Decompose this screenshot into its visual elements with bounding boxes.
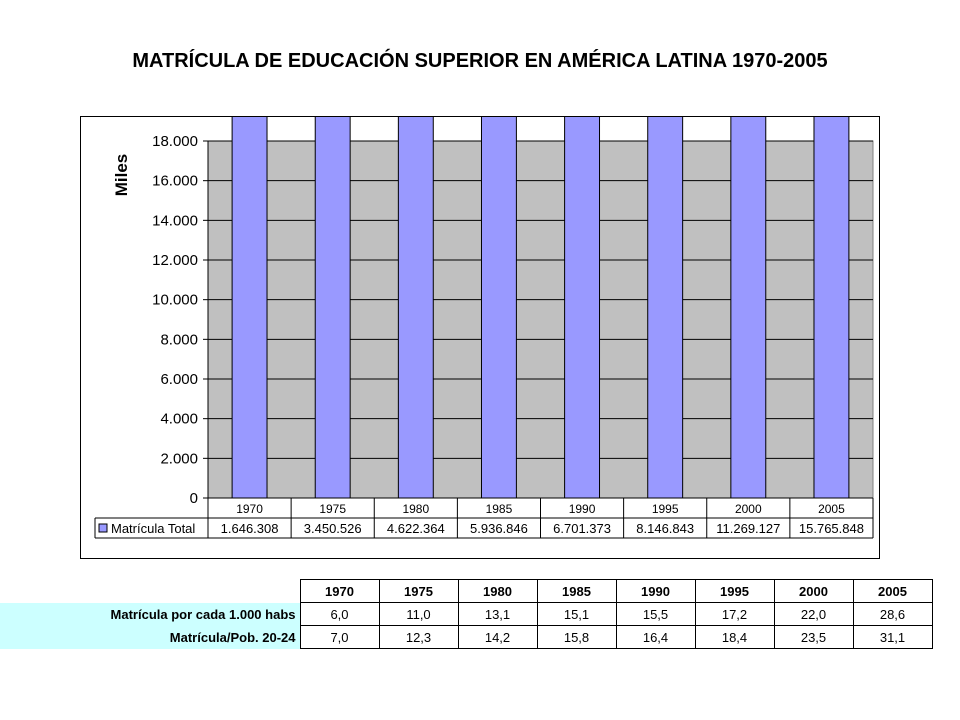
table-cell: 16,4	[615, 625, 696, 649]
data-label: 15.765.848	[799, 521, 864, 536]
legend-key	[98, 523, 108, 533]
table-cell: 11,0	[378, 602, 459, 626]
bar	[730, 0, 767, 499]
data-label: 6.701.373	[553, 521, 611, 536]
table-cell: 7,0	[299, 625, 380, 649]
table-header-row: 1970 1975 1980 1985 1990 1995 2000 2005	[0, 579, 933, 603]
data-label: 1.646.308	[221, 521, 279, 536]
table-row: Matrícula por cada 1.000 habs 6,0 11,0 1…	[0, 602, 933, 626]
table-header-cell: 1980	[457, 579, 538, 603]
data-label: 5.936.846	[470, 521, 528, 536]
x-tick-label: 1980	[402, 502, 429, 516]
table-header-cell: 1995	[694, 579, 775, 603]
y-tick-label: 6.000	[160, 371, 198, 388]
chart-container: 0 2.000 4.000 6.000 8.000 10.000 12.000 14.000 1…	[80, 0, 880, 559]
data-label: 3.450.526	[304, 521, 362, 536]
page-title: MATRÍCULA DE EDUCACIÓN SUPERIOR EN AMÉRI…	[132, 50, 828, 72]
table-row-label: Matrícula por cada 1.000 habs	[0, 602, 300, 626]
table-cell: 12,3	[378, 625, 459, 649]
bar	[813, 0, 850, 499]
table-header-cell: 2005	[852, 579, 933, 603]
bar-chart: 0 2.000 4.000 6.000 8.000 10.000 12.000 14.000 1…	[94, 0, 874, 539]
table-row: Matrícula/Pob. 20-24 7,0 12,3 14,2 15,8 …	[0, 625, 933, 649]
table-cell: 23,5	[773, 625, 854, 649]
table-cell: 14,2	[457, 625, 538, 649]
bar	[231, 0, 268, 499]
y-tick-label: 10.000	[152, 292, 198, 309]
data-label: 4.622.364	[387, 521, 445, 536]
bar	[397, 0, 434, 499]
plot-area	[207, 140, 874, 499]
table-header-cell: 1990	[615, 579, 696, 603]
x-tick-label: 2000	[735, 502, 762, 516]
table-header-cell: 1975	[378, 579, 459, 603]
summary-table: 1970 1975 1980 1985 1990 1995 2000 2005 …	[0, 579, 933, 649]
x-tick-label: 1990	[569, 502, 596, 516]
table-cell: 15,5	[615, 602, 696, 626]
table-cell: 17,2	[694, 602, 775, 626]
bar	[314, 0, 351, 499]
bar	[564, 0, 601, 499]
table-header-cell: 1985	[536, 579, 617, 603]
table-cell: 15,1	[536, 602, 617, 626]
data-label: 8.146.843	[636, 521, 694, 536]
y-tick-label: 12.000	[152, 252, 198, 269]
y-tick-label: 14.000	[152, 212, 198, 229]
y-axis-label: Miles	[112, 154, 131, 197]
y-tick-label: 16.000	[152, 173, 198, 190]
table-cell: 15,8	[536, 625, 617, 649]
x-tick-label: 1975	[319, 502, 346, 516]
y-tick-label: 4.000	[160, 411, 198, 428]
table-row-label: Matrícula/Pob. 20-24	[0, 625, 300, 649]
bar	[480, 0, 517, 499]
table-cell: 18,4	[694, 625, 775, 649]
y-tick-label: 18.000	[152, 133, 198, 150]
table-cell: 28,6	[852, 602, 933, 626]
table-header-cell: 2000	[773, 579, 854, 603]
bar	[647, 0, 684, 499]
y-tick-label: 8.000	[160, 331, 198, 348]
data-label: 11.269.127	[716, 521, 780, 536]
table-cell: 31,1	[852, 625, 933, 649]
y-tick-label: 0	[190, 490, 198, 507]
x-tick-label: 1985	[486, 502, 513, 516]
table-cell: 6,0	[299, 602, 380, 626]
table-header-cell: 1970	[299, 579, 380, 603]
y-tick-label: 2.000	[160, 450, 198, 467]
table-cell: 22,0	[773, 602, 854, 626]
table-cell: 13,1	[457, 602, 538, 626]
x-tick-label: 1970	[236, 502, 263, 516]
legend-label: Matrícula Total	[111, 521, 195, 536]
x-tick-label: 2005	[818, 502, 845, 516]
x-tick-label: 1995	[652, 502, 679, 516]
table-corner	[0, 580, 300, 603]
